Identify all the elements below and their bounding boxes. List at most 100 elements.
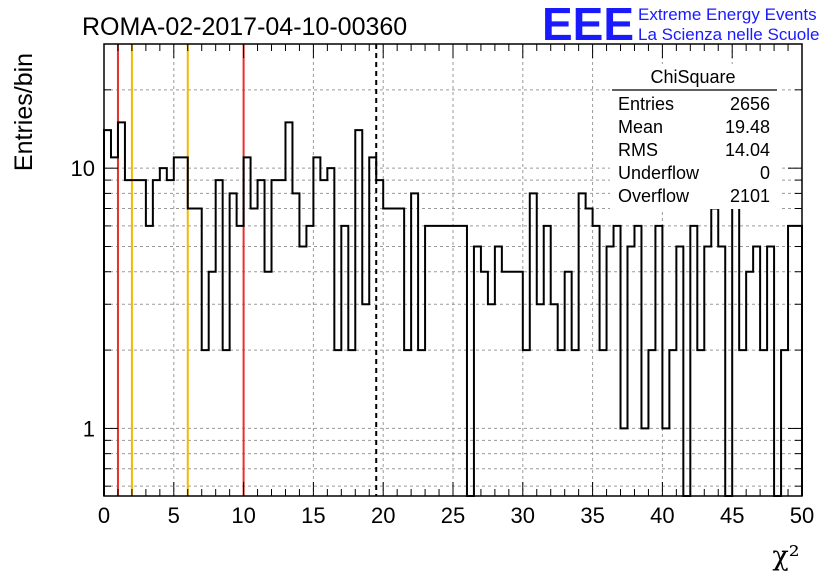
histogram-bin (634, 226, 641, 496)
histogram-bin (146, 226, 153, 496)
histogram-bin (425, 226, 432, 496)
histogram-bin (362, 304, 369, 496)
histogram-bin (481, 272, 488, 496)
histogram-bin (544, 226, 551, 496)
histogram-bin (390, 208, 397, 496)
histogram-bin (327, 168, 334, 496)
histogram-bin (523, 350, 530, 496)
histogram-bin (202, 350, 209, 496)
histogram-bin (334, 350, 341, 496)
histogram-bin (690, 226, 697, 496)
histogram-bin (551, 304, 558, 496)
stats-label-entries: Entries (618, 94, 674, 114)
histogram-bin (607, 247, 614, 496)
histogram-bin (174, 157, 181, 496)
histogram-bin (537, 304, 544, 496)
stats-value-mean: 19.48 (725, 117, 770, 137)
histogram-bin (732, 193, 739, 496)
histogram-bin (244, 157, 251, 496)
stats-value-entries: 2656 (730, 94, 770, 114)
stats-box: ChiSquare Entries 2656 Mean 19.48 RMS 14… (610, 64, 780, 209)
histogram-bin (292, 193, 299, 496)
stats-value-underflow: 0 (760, 163, 770, 183)
histogram-bin (488, 304, 495, 496)
histogram-bin (474, 247, 481, 496)
histogram-bin (369, 157, 376, 496)
histogram-bin (760, 350, 767, 496)
histogram-bin (453, 226, 460, 496)
x-tick-label: 30 (511, 503, 535, 528)
eee-logo-mark: EEE (542, 0, 634, 50)
histogram-bin (565, 272, 572, 496)
histogram-bin (383, 208, 390, 496)
histogram-bin (579, 193, 586, 496)
histogram-bin (376, 180, 383, 496)
histogram-bin (648, 350, 655, 496)
histogram-bin (572, 350, 579, 496)
histogram-bin (746, 272, 753, 496)
histogram-bin (299, 247, 306, 496)
histogram-bin (111, 157, 118, 496)
histogram-bin (753, 247, 760, 496)
histogram-bin (237, 226, 244, 496)
histogram-bin (711, 208, 718, 496)
histogram-bin (181, 157, 188, 496)
eee-logo: EEE Extreme Energy Events La Scienza nel… (542, 0, 819, 50)
histogram-bin (641, 428, 648, 496)
eee-logo-line1: Extreme Energy Events (638, 5, 817, 24)
stats-box-background (610, 64, 780, 209)
histogram-bin (509, 272, 516, 496)
stats-label-rms: RMS (618, 140, 658, 160)
x-tick-label: 0 (98, 503, 110, 528)
histogram-bin (586, 208, 593, 496)
histogram-bin (502, 272, 509, 496)
histogram-bin (404, 350, 411, 496)
histogram-bin (621, 428, 628, 496)
histogram-bin (223, 350, 230, 496)
histogram-bin (439, 226, 446, 496)
histogram-bin (697, 350, 704, 496)
histogram-bin (446, 226, 453, 496)
histogram-bin (258, 180, 265, 496)
histogram-bin (495, 247, 502, 496)
stats-value-rms: 14.04 (725, 140, 770, 160)
histogram-bin (460, 226, 467, 496)
histogram-bin (418, 350, 425, 496)
histogram-bin (139, 180, 146, 496)
histogram-bin (704, 247, 711, 496)
x-tick-labels: 0 5 10 15 20 25 30 35 40 45 50 (98, 503, 814, 528)
marker-lines (116, 44, 378, 496)
histogram-bin (313, 157, 320, 496)
y-tick-label: 1 (83, 416, 95, 441)
x-tick-label: 45 (720, 503, 744, 528)
stats-header: ChiSquare (650, 67, 735, 87)
x-tick-label: 15 (301, 503, 325, 528)
histogram-bin (188, 208, 195, 496)
histogram-bin (600, 350, 607, 496)
histogram-bin (153, 180, 160, 496)
histogram-bin (125, 180, 132, 496)
x-tick-label: 40 (650, 503, 674, 528)
histogram-bin (781, 350, 788, 496)
histogram-bin (767, 247, 774, 496)
histogram-bin (655, 226, 662, 496)
stats-label-underflow: Underflow (618, 163, 700, 183)
stats-value-overflow: 2101 (730, 186, 770, 206)
y-tick-labels: 1 10 (71, 156, 95, 441)
x-tick-label: 25 (441, 503, 465, 528)
histogram-bin (788, 226, 795, 496)
histogram-bin (341, 226, 348, 496)
histogram-bin (676, 247, 683, 496)
histogram-bin (558, 350, 565, 496)
y-tick-label: 10 (71, 156, 95, 181)
histogram-bin (411, 193, 418, 496)
histogram-bin (279, 180, 286, 496)
histogram-bin (614, 226, 621, 496)
histogram-bin (160, 168, 167, 496)
x-tick-label: 20 (371, 503, 395, 528)
histogram-bin (662, 428, 669, 496)
histogram-bin (530, 193, 537, 496)
histogram-bin (795, 226, 802, 496)
histogram-bin (118, 122, 125, 496)
histogram-bin (265, 272, 272, 496)
